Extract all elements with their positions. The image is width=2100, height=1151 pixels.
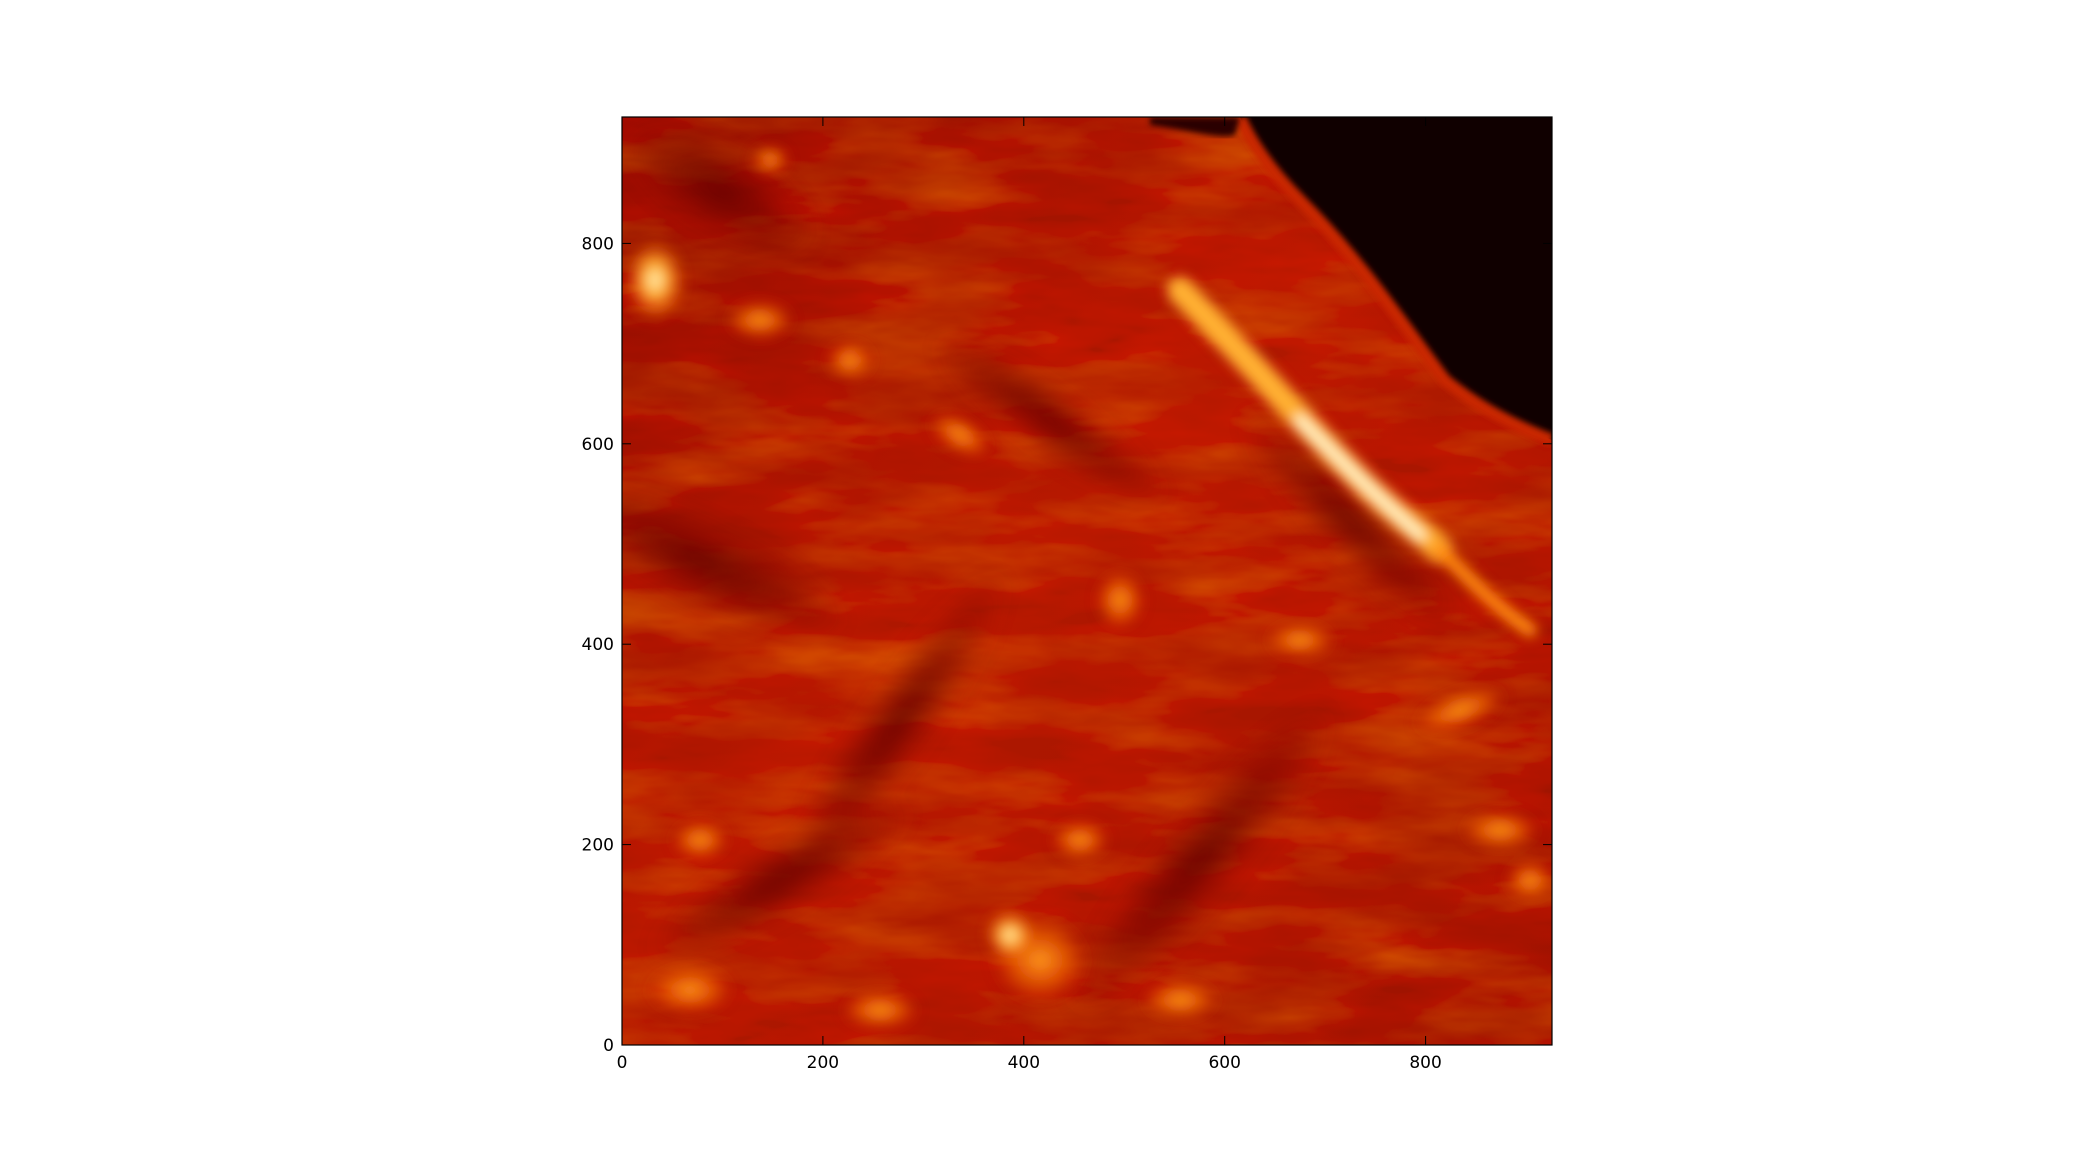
plot-frame [621, 116, 1553, 1046]
x-tick-label: 800 [1409, 1053, 1441, 1073]
y-tick-label: 400 [582, 635, 614, 655]
y-tick-label: 200 [582, 836, 614, 856]
x-axis: 0 200 400 600 800 [617, 117, 1442, 1073]
y-tick-label: 0 [603, 1036, 614, 1056]
y-axis: 0 200 400 600 800 [582, 234, 1552, 1056]
y-tick-label: 800 [582, 234, 614, 254]
x-tick-label: 400 [1008, 1053, 1040, 1073]
x-tick-label: 200 [807, 1053, 839, 1073]
x-tick-label: 0 [617, 1053, 628, 1073]
solar-image [622, 117, 1552, 1045]
x-tick-label: 600 [1208, 1053, 1240, 1073]
y-tick-label: 600 [582, 435, 614, 455]
